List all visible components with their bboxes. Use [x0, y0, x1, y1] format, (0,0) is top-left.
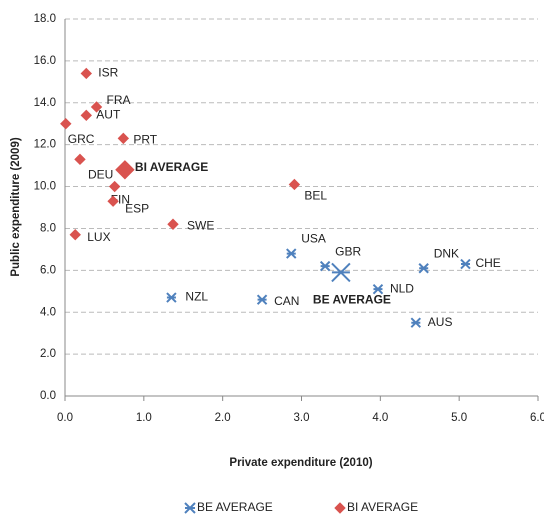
y-tick-label: 6.0 — [40, 264, 56, 276]
point-label: BI AVERAGE — [135, 160, 208, 174]
marker — [74, 153, 86, 166]
point-label: PRT — [133, 133, 157, 147]
legend-label: BI AVERAGE — [347, 500, 418, 514]
x-tick-label: 0.0 — [57, 412, 73, 424]
point-label: BEL — [304, 189, 327, 203]
legend-label: BE AVERAGE — [197, 500, 273, 514]
marker — [286, 248, 297, 259]
y-tick-label: 10.0 — [34, 181, 56, 193]
y-tick-label: 14.0 — [34, 97, 56, 109]
y-tick-label: 8.0 — [40, 222, 56, 234]
marker — [108, 180, 121, 193]
x-tick-label: 5.0 — [451, 412, 467, 424]
point-label: ISR — [98, 66, 118, 80]
legend-marker — [334, 502, 346, 514]
point-label: AUT — [96, 108, 121, 122]
y-tick-label: 0.0 — [40, 390, 56, 402]
point-label: BE AVERAGE — [313, 293, 391, 307]
marker — [90, 101, 103, 113]
marker — [256, 294, 268, 305]
x-tick-label: 2.0 — [215, 412, 231, 424]
x-tick-label: 4.0 — [372, 412, 388, 424]
legend-marker — [184, 502, 196, 514]
point-label: DNK — [434, 246, 459, 260]
x-axis-title: Private expenditure (2010) — [229, 457, 372, 469]
y-tick-label: 12.0 — [34, 139, 56, 151]
y-tick-label: 18.0 — [34, 13, 56, 25]
point-label: ESP — [125, 201, 149, 215]
point-label: NZL — [185, 290, 208, 304]
marker — [372, 283, 384, 295]
marker — [80, 67, 92, 80]
y-tick-label: 2.0 — [40, 348, 56, 360]
x-tick-label: 6.0 — [530, 412, 544, 424]
point-label: GBR — [335, 244, 361, 258]
marker — [410, 317, 422, 328]
marker — [60, 118, 72, 130]
marker — [115, 160, 135, 180]
point-label: SWE — [187, 218, 214, 232]
y-tick-label: 16.0 — [34, 55, 56, 67]
marker — [460, 258, 471, 270]
y-axis-title: Public expenditure (2009) — [10, 137, 22, 276]
marker — [107, 195, 119, 207]
point-label: DEU — [88, 167, 113, 181]
y-tick-label: 4.0 — [40, 306, 56, 318]
x-tick-label: 1.0 — [136, 412, 152, 424]
point-label: LUX — [87, 230, 110, 244]
point-label: NLD — [390, 281, 414, 295]
marker — [166, 292, 177, 303]
point-label: CAN — [274, 294, 299, 308]
point-label: GRC — [68, 132, 95, 146]
point-label: FRA — [107, 93, 131, 107]
marker — [80, 109, 92, 122]
marker — [167, 218, 179, 230]
point-label: CHE — [475, 256, 500, 270]
marker — [288, 178, 301, 191]
marker — [319, 260, 331, 272]
marker — [418, 263, 429, 274]
point-label: AUS — [428, 315, 453, 329]
x-tick-label: 3.0 — [294, 412, 310, 424]
point-label: USA — [301, 232, 326, 246]
marker — [69, 229, 81, 241]
marker — [331, 262, 351, 283]
marker — [117, 132, 130, 145]
